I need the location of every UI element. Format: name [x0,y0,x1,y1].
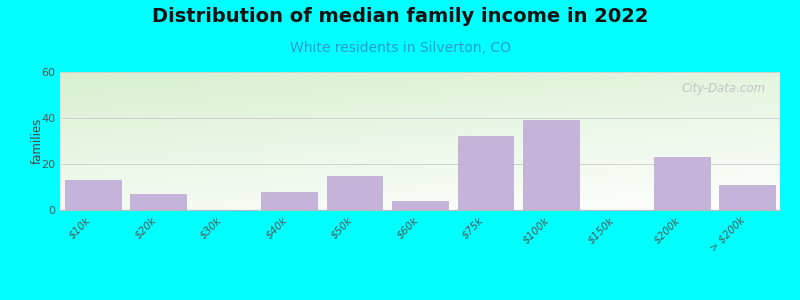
Y-axis label: families: families [30,118,43,164]
Text: White residents in Silverton, CO: White residents in Silverton, CO [290,40,510,55]
Bar [458,136,514,210]
Text: City-Data.com: City-Data.com [682,82,766,95]
Bar [65,180,121,210]
Bar [392,201,448,210]
Bar [130,194,186,210]
Bar [326,176,382,210]
Bar [654,157,710,210]
Bar [262,192,317,210]
Bar [719,185,775,210]
Bar [523,120,578,210]
Text: Distribution of median family income in 2022: Distribution of median family income in … [152,8,648,26]
